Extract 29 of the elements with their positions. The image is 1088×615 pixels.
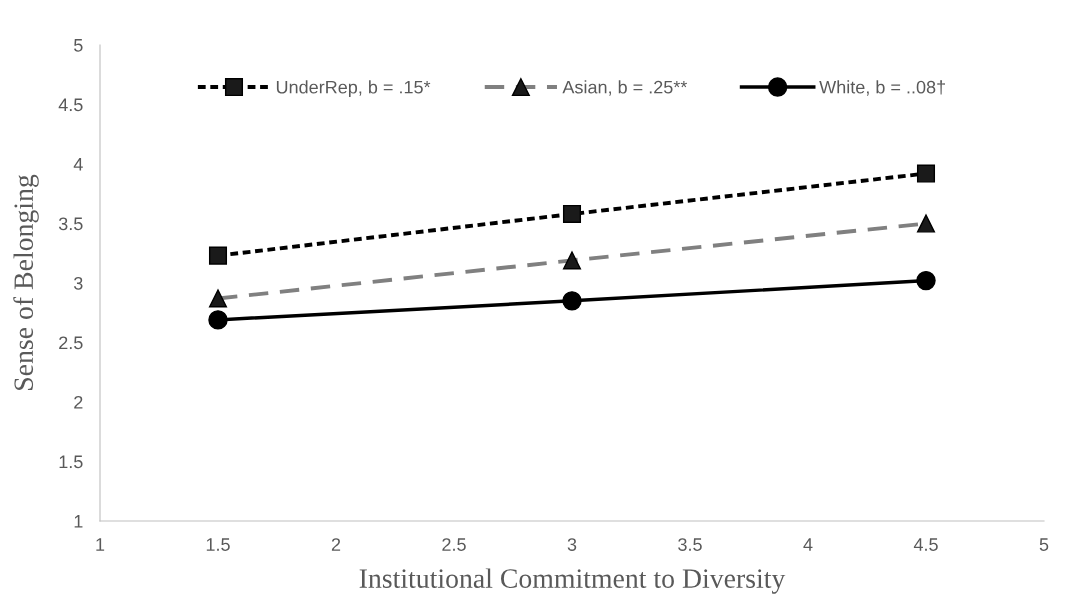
x-tick-label: 3 bbox=[567, 538, 577, 551]
y-tick-label: 2.5 bbox=[59, 336, 83, 350]
point bbox=[562, 204, 582, 224]
point bbox=[916, 270, 936, 291]
y-axis-title: Sense of Belonging bbox=[13, 174, 39, 390]
x-tick-label: 2.5 bbox=[442, 538, 466, 551]
point bbox=[208, 310, 228, 330]
legend-label: Asian, b = .25** bbox=[562, 80, 688, 96]
y-tick-label: 3 bbox=[73, 276, 83, 290]
y-tick-label: 1.5 bbox=[59, 455, 83, 469]
point bbox=[916, 164, 936, 183]
x-tick-label: 1.5 bbox=[206, 538, 230, 551]
point bbox=[208, 246, 228, 265]
x-axis-title: Institutional Commitment to Diversity bbox=[359, 568, 786, 594]
x-tick-label: 4.5 bbox=[913, 538, 938, 551]
point bbox=[562, 291, 582, 311]
x-tick-label: 5 bbox=[1039, 538, 1049, 551]
y-tick-label: 1 bbox=[74, 515, 83, 528]
y-tick-label: 4.5 bbox=[58, 98, 83, 112]
x-tick-label: 4 bbox=[803, 538, 813, 551]
x-tick-label: 3.5 bbox=[678, 538, 702, 551]
legend-label: White, b = ..08† bbox=[819, 80, 945, 96]
x-tick-label: 1 bbox=[96, 538, 105, 551]
y-tick-label: 3.5 bbox=[58, 217, 83, 231]
x-tick-label: 2 bbox=[331, 538, 341, 551]
y-tick-label: 4 bbox=[73, 158, 83, 171]
legend-label: UnderRep, b = .15* bbox=[276, 80, 431, 98]
y-tick-label: 2 bbox=[74, 395, 83, 409]
y-tick-label: 5 bbox=[74, 39, 83, 52]
